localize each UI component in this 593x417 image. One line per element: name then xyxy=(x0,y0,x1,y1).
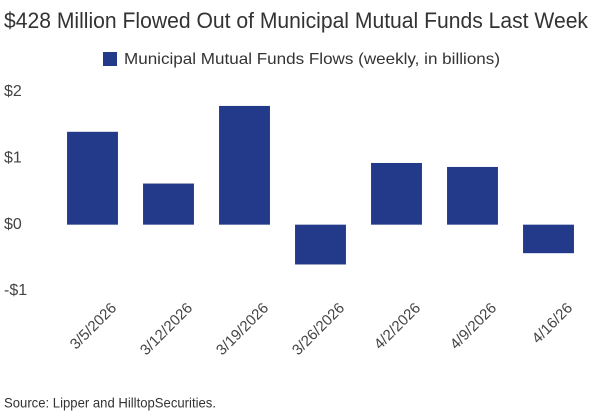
x-tick-label: 3/26/2026 xyxy=(289,300,348,359)
x-tick-label: 4/9/2026 xyxy=(447,300,500,353)
bar xyxy=(143,183,194,225)
x-tick-label: 4/16/26 xyxy=(529,300,576,347)
y-tick-label: $2 xyxy=(4,83,22,100)
legend-label: Municipal Mutual Funds Flows (weekly, in… xyxy=(124,51,500,68)
bar xyxy=(67,131,118,225)
legend-swatch xyxy=(103,52,117,66)
y-tick-label: $0 xyxy=(4,216,22,233)
chart-title: $428 Million Flowed Out of Municipal Mut… xyxy=(4,8,589,33)
y-tick-label: -$1 xyxy=(4,282,27,299)
x-tick-label: 3/5/2026 xyxy=(67,300,120,353)
source: Source: Lipper and HilltopSecurities. xyxy=(4,395,216,411)
x-tick-label: 3/12/2026 xyxy=(137,300,196,359)
bar xyxy=(523,224,574,254)
bar xyxy=(295,224,346,265)
x-tick-label: 4/2/2026 xyxy=(371,300,424,353)
x-tick-label: 3/19/2026 xyxy=(213,300,272,359)
y-tick-label: $1 xyxy=(4,150,22,167)
bar xyxy=(371,162,422,225)
bar xyxy=(447,166,498,225)
bar xyxy=(219,105,270,225)
